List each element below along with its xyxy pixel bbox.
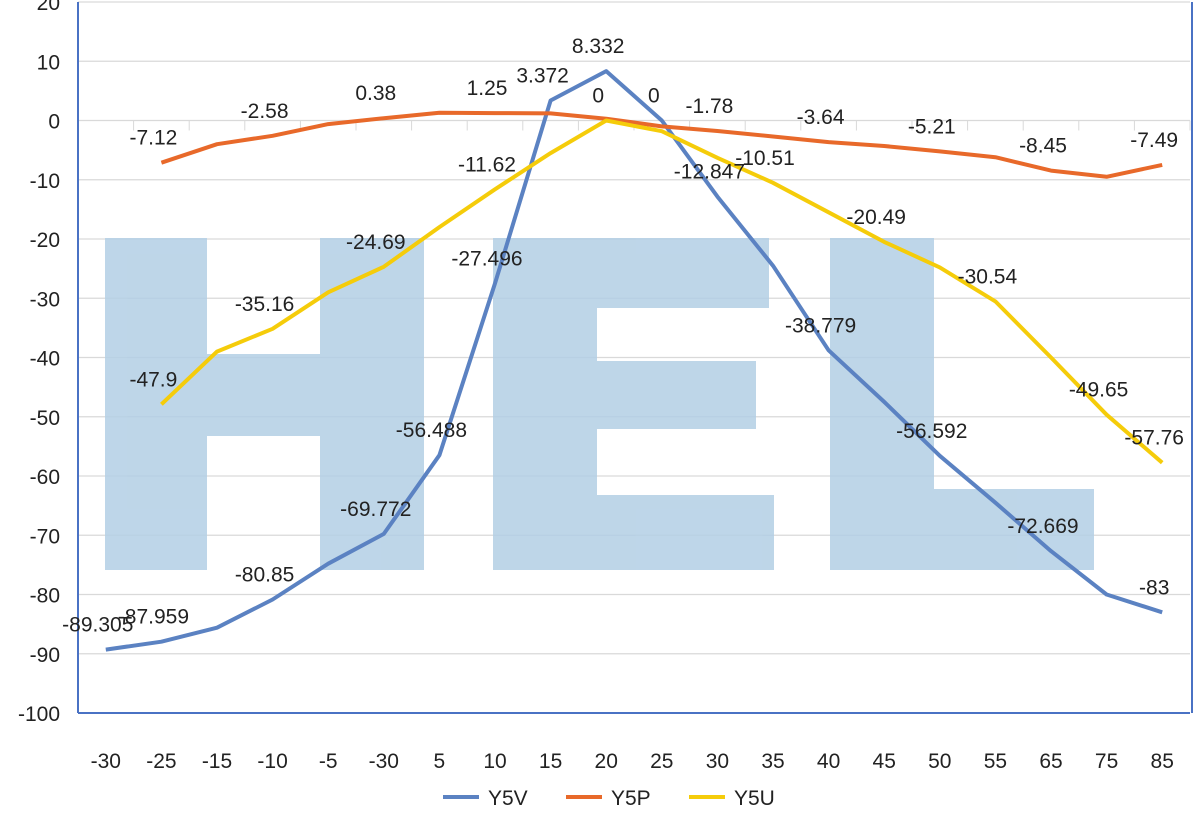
x-tick-label: 65 [1039,750,1062,773]
data-label: -47.9 [129,368,177,391]
x-tick-label: 30 [706,750,729,773]
y-tick-label: -90 [30,644,60,667]
data-label: -56.488 [396,419,467,442]
y-tick-label: -60 [30,466,60,489]
x-tick-label: 85 [1151,750,1174,773]
data-label: -24.69 [346,231,406,254]
y-tick-label: -100 [18,703,60,726]
x-tick-label: 20 [595,750,618,773]
data-label: -56.592 [896,420,967,443]
x-tick-label: 35 [761,750,784,773]
data-label: -38.779 [785,314,856,337]
data-label: 8.332 [572,35,625,58]
data-label: -80.85 [235,564,295,587]
x-tick-label: -10 [257,750,287,773]
data-label: -27.496 [451,247,522,270]
x-tick-label: 75 [1095,750,1118,773]
x-tick-label: -30 [91,750,121,773]
legend-label-y5p: Y5P [611,787,651,808]
x-tick-label: -25 [146,750,176,773]
data-label: -3.64 [797,106,845,129]
x-tick-label: -5 [319,750,338,773]
y-tick-label: 10 [37,51,60,74]
x-tick-label: 55 [984,750,1007,773]
data-label: -7.12 [129,127,177,150]
x-tick-label: 50 [928,750,951,773]
data-label: -11.62 [458,153,516,176]
y-tick-label: -70 [30,525,60,548]
x-tick-label: -30 [369,750,399,773]
legend-label-y5u: Y5U [734,787,775,808]
x-tick-label: -15 [202,750,232,773]
data-label: 0.38 [355,82,396,105]
data-label: 3.372 [516,65,569,88]
data-label: -5.21 [908,115,956,138]
data-label: -83 [1139,576,1169,599]
data-label: -69.772 [340,498,411,521]
data-label: -8.45 [1019,135,1067,158]
data-label: -35.16 [235,293,295,316]
data-label: -7.49 [1130,129,1178,152]
data-label: 0 [592,85,604,108]
y-tick-label: 20 [37,0,60,15]
x-tick-label: 5 [434,750,446,773]
data-label: 0 [648,85,660,108]
data-label: -30.54 [958,265,1018,288]
data-label: -1.78 [685,95,733,118]
x-tick-label: 40 [817,750,840,773]
data-label: -20.49 [846,206,906,229]
y-tick-label: -50 [30,407,60,430]
data-label: -87.959 [118,606,189,629]
data-label: -72.669 [1007,515,1078,538]
watermark-hel [105,238,1094,570]
legend-label-y5v: Y5V [488,787,528,808]
y-tick-label: 0 [48,111,60,134]
x-tick-label: 15 [539,750,562,773]
data-label: 1.25 [467,77,508,100]
y-tick-label: -30 [30,288,60,311]
legend: Y5V Y5P Y5U [443,787,775,808]
data-label: -10.51 [735,147,795,170]
data-label: -49.65 [1069,379,1129,402]
y-tick-label: -10 [30,170,60,193]
x-tick-label: 25 [650,750,673,773]
y-tick-label: -20 [30,229,60,252]
y-tick-label: -40 [30,348,60,371]
x-tick-label: 45 [873,750,896,773]
x-tick-label: 10 [483,750,506,773]
y-tick-label: -80 [30,585,60,608]
data-label: -57.76 [1124,427,1184,450]
data-label: -2.58 [241,100,289,123]
